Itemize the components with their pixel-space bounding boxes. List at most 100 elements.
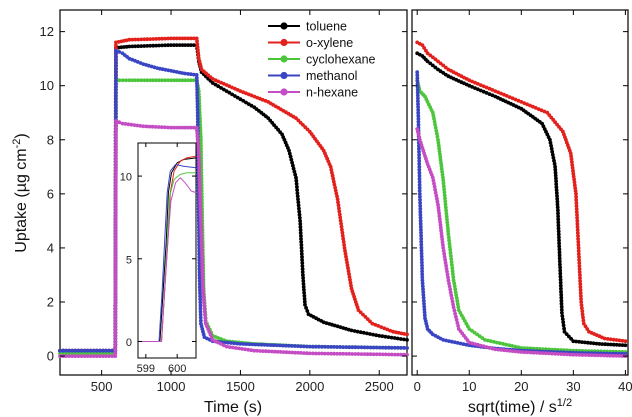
marker-cyclohexane: [440, 169, 444, 174]
marker-toluene: [300, 267, 305, 271]
marker-methanol: [420, 266, 424, 271]
marker-n-hexane: [200, 257, 205, 261]
marker-toluene: [377, 333, 382, 338]
marker-methanol: [223, 340, 227, 345]
marker-methanol: [197, 285, 202, 289]
marker-cyclohexane: [177, 78, 182, 83]
marker-n-hexane: [443, 260, 448, 265]
marker-cyclohexane: [174, 78, 179, 83]
marker-methanol: [114, 60, 118, 65]
marker-n-hexane: [432, 181, 436, 186]
marker-n-hexane: [199, 239, 204, 244]
marker-toluene: [554, 179, 558, 184]
y-tick-label: 0: [47, 349, 54, 364]
marker-n-hexane: [383, 352, 388, 357]
marker-toluene: [554, 176, 558, 181]
marker-n-hexane: [153, 125, 158, 129]
marker-toluene: [392, 336, 397, 340]
marker-n-hexane: [166, 125, 170, 130]
marker-o-xylene: [399, 331, 404, 336]
marker-o-xylene: [142, 37, 147, 42]
marker-toluene: [405, 338, 409, 342]
inset-x-ticks: 599 600: [137, 143, 186, 375]
series-line-n-hexane: [138, 177, 197, 342]
marker-n-hexane: [113, 278, 118, 283]
marker-n-hexane: [203, 315, 208, 320]
legend-item-cyclohexane: cyclohexane: [268, 52, 376, 66]
marker-toluene: [163, 43, 168, 48]
marker-toluene: [561, 323, 566, 328]
marker-methanol: [416, 113, 421, 118]
marker-n-hexane: [444, 263, 448, 268]
marker-methanol: [368, 345, 373, 350]
marker-o-xylene: [340, 227, 344, 232]
marker-toluene: [290, 160, 294, 165]
marker-n-hexane: [599, 353, 603, 358]
marker-o-xylene: [331, 176, 336, 181]
marker-n-hexane: [129, 122, 134, 127]
marker-o-xylene: [576, 243, 581, 247]
marker-n-hexane: [172, 125, 176, 130]
marker-n-hexane: [454, 314, 458, 319]
marker-n-hexane: [198, 213, 203, 217]
marker-n-hexane: [431, 178, 436, 183]
marker-toluene: [297, 212, 302, 217]
marker-cyclohexane: [73, 351, 78, 356]
marker-toluene: [558, 271, 563, 276]
marker-methanol: [417, 185, 422, 190]
marker-cyclohexane: [489, 339, 493, 344]
marker-n-hexane: [608, 353, 612, 358]
marker-toluene: [554, 191, 559, 195]
marker-cyclohexane: [70, 351, 75, 356]
marker-methanol: [198, 291, 202, 296]
series-line-toluene: [416, 52, 626, 347]
marker-toluene: [559, 295, 564, 300]
marker-cyclohexane: [104, 351, 108, 356]
marker-n-hexane: [371, 352, 376, 357]
marker-cyclohexane: [130, 78, 135, 83]
marker-o-xylene: [382, 326, 387, 331]
marker-toluene: [558, 268, 563, 273]
marker-o-xylene: [330, 173, 335, 178]
marker-toluene: [291, 166, 296, 171]
marker-n-hexane: [198, 189, 202, 194]
marker-methanol: [416, 116, 421, 121]
marker-methanol: [418, 215, 423, 220]
marker-cyclohexane: [452, 284, 457, 289]
marker-toluene: [484, 91, 489, 95]
marker-toluene: [296, 203, 301, 208]
right-plot-frame: [411, 9, 629, 376]
marker-toluene: [556, 214, 560, 219]
marker-methanol: [191, 72, 196, 77]
marker-o-xylene: [572, 183, 577, 188]
marker-n-hexane: [197, 154, 201, 159]
marker-n-hexane: [450, 296, 454, 301]
marker-n-hexane: [197, 160, 202, 165]
marker-n-hexane: [296, 350, 301, 355]
marker-toluene: [550, 152, 555, 157]
marker-o-xylene: [570, 163, 575, 167]
marker-toluene: [298, 225, 303, 229]
marker-toluene: [594, 341, 599, 346]
marker-o-xylene: [169, 36, 173, 41]
right-series-group: [415, 40, 628, 358]
marker-o-xylene: [572, 177, 576, 182]
marker-methanol: [420, 269, 424, 274]
marker-o-xylene: [335, 194, 339, 199]
marker-n-hexane: [504, 348, 509, 353]
marker-methanol: [82, 348, 87, 353]
marker-methanol: [415, 70, 420, 75]
marker-n-hexane: [113, 155, 118, 159]
marker-toluene: [302, 296, 307, 301]
marker-methanol: [195, 102, 200, 106]
marker-cyclohexane: [447, 244, 452, 249]
marker-n-hexane: [445, 269, 449, 274]
marker-cyclohexane: [492, 340, 496, 344]
marker-o-xylene: [484, 85, 489, 90]
marker-toluene: [398, 337, 403, 341]
marker-toluene: [299, 252, 304, 256]
marker-methanol: [380, 345, 385, 350]
marker-toluene: [192, 43, 196, 47]
marker-o-xylene: [376, 324, 381, 328]
marker-o-xylene: [335, 197, 340, 202]
